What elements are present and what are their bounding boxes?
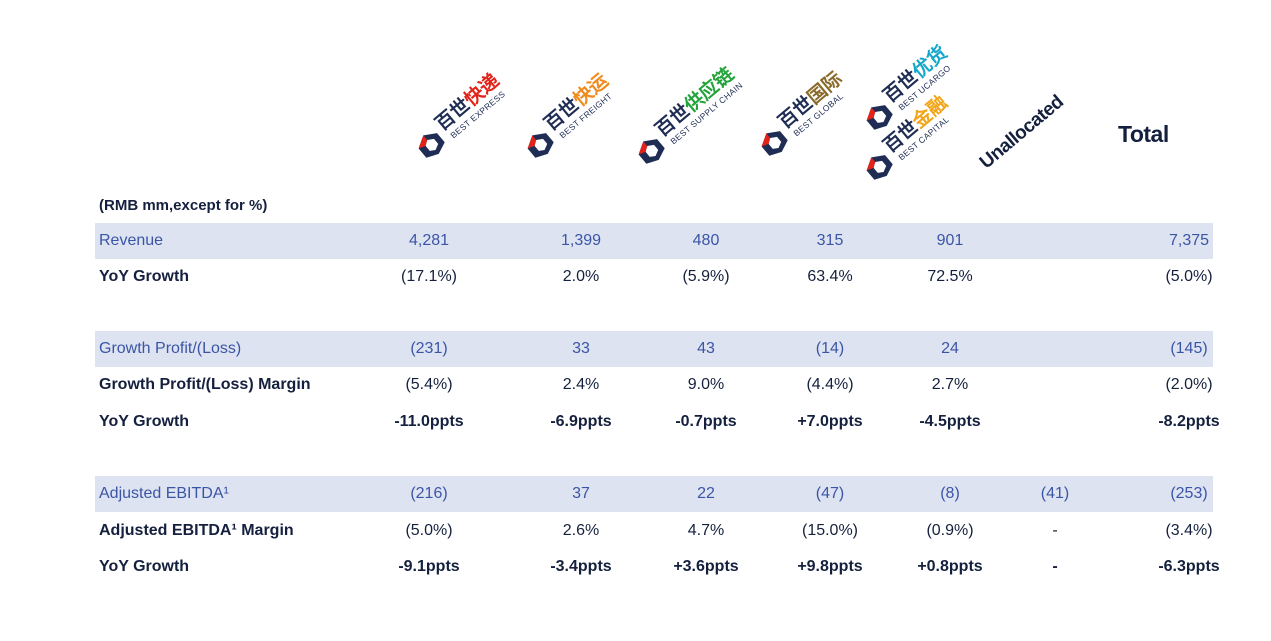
cell-best-supply-chain: 43 bbox=[697, 340, 715, 357]
logo-best-supply-chain: 百世供应链 BEST SUPPLY CHAIN bbox=[626, 32, 782, 172]
cell-best-global: (15.0%) bbox=[801, 522, 859, 539]
cell-total: -8.2ppts bbox=[1158, 413, 1220, 430]
cell-best-freight: 2.0% bbox=[562, 268, 600, 285]
cell-best-supply-chain: 9.0% bbox=[687, 376, 725, 393]
unallocated-header: Unallocated bbox=[975, 91, 1068, 174]
cell-best-freight: 2.4% bbox=[562, 376, 600, 393]
cell-best-supply-chain: 4.7% bbox=[687, 522, 725, 539]
cell-best-express: -9.1ppts bbox=[398, 558, 460, 575]
cell-best-supply-chain: (5.9%) bbox=[682, 268, 730, 285]
best-logo-icon bbox=[761, 131, 788, 156]
cell-total: (2.0%) bbox=[1165, 376, 1213, 393]
cell-best-supply-chain: 22 bbox=[697, 485, 715, 502]
logo-best-express: 百世快递 BEST EXPRESS bbox=[406, 26, 562, 166]
unit-note: (RMB mm,except for %) bbox=[99, 197, 268, 214]
table-row-adjusted-ebitda: Adjusted EBITDA¹ (216) 37 22 (47) (8) (4… bbox=[95, 476, 1213, 512]
cell-total: (145) bbox=[1170, 340, 1208, 357]
row-label: YoY Growth bbox=[99, 558, 190, 575]
cell-best-express: -11.0ppts bbox=[394, 413, 464, 430]
table-row-gross-profit: Growth Profit/(Loss) (231) 33 43 (14) 24… bbox=[95, 331, 1213, 367]
cell-best-freight: 1,399 bbox=[560, 232, 602, 249]
cell-best-express: (216) bbox=[410, 485, 448, 502]
table-row-ebitda-margin: Adjusted EBITDA¹ Margin (5.0%) 2.6% 4.7%… bbox=[95, 513, 1213, 549]
cell-best-ucargo-capital: (8) bbox=[940, 485, 960, 502]
cell-best-global: 315 bbox=[816, 232, 844, 249]
best-logo-icon bbox=[866, 105, 893, 130]
logo-best-capital: 百世金融 BEST CAPITAL bbox=[854, 48, 1010, 188]
best-logo-icon bbox=[527, 133, 554, 158]
best-logo-icon bbox=[866, 155, 893, 180]
table-row-gross-yoy: YoY Growth -11.0ppts -6.9ppts -0.7ppts +… bbox=[95, 404, 1220, 440]
cell-best-ucargo-capital: -4.5ppts bbox=[919, 413, 981, 430]
cell-best-ucargo-capital: 24 bbox=[941, 340, 959, 357]
cell-best-freight: 33 bbox=[572, 340, 590, 357]
cell-total: -6.3ppts bbox=[1158, 558, 1220, 575]
table-row-gross-margin: Growth Profit/(Loss) Margin (5.4%) 2.4% … bbox=[95, 367, 1213, 403]
row-label: Growth Profit/(Loss) Margin bbox=[99, 376, 311, 393]
row-label: YoY Growth bbox=[99, 268, 190, 285]
cell-total: (3.4%) bbox=[1165, 522, 1213, 539]
row-label: Growth Profit/(Loss) bbox=[99, 340, 242, 357]
logo-best-global: 百世国际 BEST GLOBAL bbox=[749, 24, 905, 164]
cell-best-supply-chain: 480 bbox=[692, 232, 720, 249]
cell-best-global: (14) bbox=[815, 340, 845, 357]
cell-unallocated: - bbox=[1052, 558, 1058, 575]
row-label: Adjusted EBITDA¹ Margin bbox=[99, 522, 294, 539]
cell-unallocated: (41) bbox=[1040, 485, 1070, 502]
cell-best-express: (17.1%) bbox=[400, 268, 458, 285]
table-row-ebitda-yoy: YoY Growth -9.1ppts -3.4ppts +3.6ppts +9… bbox=[95, 549, 1220, 585]
cell-total: 7,375 bbox=[1168, 232, 1210, 249]
cell-best-freight: 2.6% bbox=[562, 522, 600, 539]
cell-best-express: (5.0%) bbox=[405, 522, 453, 539]
cell-best-global: (4.4%) bbox=[806, 376, 854, 393]
cell-best-ucargo-capital: 2.7% bbox=[931, 376, 969, 393]
table-row-revenue: Revenue 4,281 1,399 480 315 901 7,375 bbox=[95, 223, 1213, 259]
cell-best-global: +9.8ppts bbox=[797, 558, 863, 575]
cell-best-express: 4,281 bbox=[408, 232, 450, 249]
cell-total: (5.0%) bbox=[1165, 268, 1213, 285]
cell-best-ucargo-capital: 901 bbox=[936, 232, 964, 249]
best-logo-icon bbox=[638, 139, 665, 164]
cell-best-supply-chain: -0.7ppts bbox=[675, 413, 737, 430]
table-row-revenue-yoy: YoY Growth (17.1%) 2.0% (5.9%) 63.4% 72.… bbox=[95, 259, 1213, 295]
cell-total: (253) bbox=[1170, 485, 1208, 502]
row-label: Revenue bbox=[99, 232, 164, 249]
cell-best-freight: 37 bbox=[572, 485, 590, 502]
row-label: Adjusted EBITDA¹ bbox=[99, 485, 229, 502]
cell-best-global: +7.0ppts bbox=[797, 413, 863, 430]
total-header: Total bbox=[1118, 121, 1169, 147]
best-logo-icon bbox=[418, 133, 445, 158]
cell-best-ucargo-capital: +0.8ppts bbox=[917, 558, 983, 575]
cell-unallocated: - bbox=[1052, 522, 1058, 539]
cell-best-freight: -3.4ppts bbox=[550, 558, 612, 575]
logo-best-ucargo: 百世优货 BEST UCARGO bbox=[854, 0, 1010, 138]
cell-best-express: (5.4%) bbox=[405, 376, 453, 393]
logo-best-freight: 百世快运 BEST FREIGHT bbox=[515, 26, 671, 166]
cell-best-express: (231) bbox=[410, 340, 448, 357]
cell-best-global: 63.4% bbox=[807, 268, 853, 285]
cell-best-supply-chain: +3.6ppts bbox=[673, 558, 739, 575]
cell-best-freight: -6.9ppts bbox=[550, 413, 612, 430]
cell-best-global: (47) bbox=[815, 485, 845, 502]
cell-best-ucargo-capital: 72.5% bbox=[927, 268, 973, 285]
cell-best-ucargo-capital: (0.9%) bbox=[926, 522, 974, 539]
row-label: YoY Growth bbox=[99, 413, 190, 430]
